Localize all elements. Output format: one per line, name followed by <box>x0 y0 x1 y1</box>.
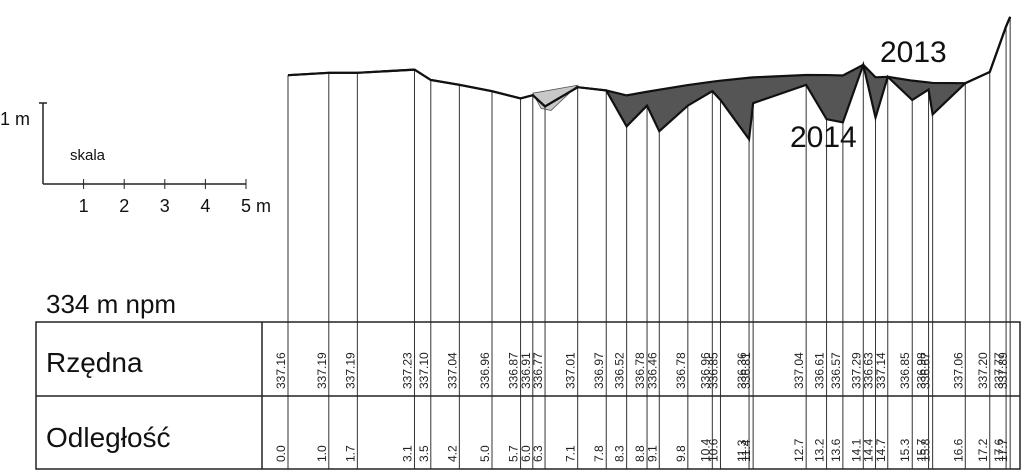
elevation-value: 337.10 <box>417 352 431 389</box>
distance-value: 4.2 <box>445 445 459 462</box>
elevation-value: 336.85 <box>706 352 720 389</box>
elevation-value: 336.78 <box>633 352 647 389</box>
elevation-value: 337.23 <box>400 352 414 389</box>
distance-value: 11.4 <box>739 439 753 462</box>
distance-value: 16.6 <box>951 438 965 462</box>
distance-value: 1.7 <box>343 445 357 462</box>
datum-label: 334 m npm <box>46 289 176 319</box>
distance-value: 8.8 <box>633 445 647 462</box>
elevation-value: 336.36 <box>735 352 749 389</box>
distance-value: 3.1 <box>400 445 414 462</box>
distance-value: 8.3 <box>613 445 627 462</box>
distance-value: 13.6 <box>829 438 843 462</box>
elevation-value: 337.06 <box>951 352 965 389</box>
data-table: Rzędna Odległość 337.16 0.0 337.19 1.0 337.1… <box>35 321 1021 470</box>
distance-value: 5.7 <box>507 445 521 462</box>
scale-bar: 1 2 3 4 5 m 1 m skala <box>0 102 271 216</box>
erosion-area <box>288 16 1011 140</box>
scale-tick-label: 2 <box>119 196 129 216</box>
elevation-value: 337.16 <box>274 352 288 389</box>
scale-vertical-label: 1 m <box>0 109 30 129</box>
elevation-value: 336.96 <box>478 352 492 389</box>
elevation-value: 336.57 <box>829 352 843 389</box>
scale-tick-label: 1 <box>79 196 89 216</box>
elevation-value: 337.89 <box>996 352 1010 389</box>
elevation-value: 336.61 <box>813 352 827 389</box>
scale-tick-label: 4 <box>200 196 210 216</box>
distance-value: 17.2 <box>976 438 990 462</box>
distance-value: 13.2 <box>813 438 827 462</box>
elevation-value: 336.96 <box>698 352 712 389</box>
elevation-value: 336.91 <box>519 352 533 389</box>
distance-value: 14.1 <box>849 438 863 462</box>
distance-value: 17.7 <box>996 438 1010 462</box>
row-label-elevation: Rzędna <box>46 347 143 378</box>
distance-value: 10.6 <box>706 438 720 462</box>
series-line-2014 <box>287 16 1012 143</box>
distance-value: 7.1 <box>564 445 578 462</box>
elevation-value: 337.01 <box>564 352 578 389</box>
scale-tick-label: 3 <box>160 196 170 216</box>
distance-value: 5.0 <box>478 445 492 462</box>
elevation-value: 336.52 <box>613 352 627 389</box>
distance-value: 15.3 <box>898 438 912 462</box>
elevation-value: 337.20 <box>976 352 990 389</box>
deposition-area <box>532 84 579 111</box>
distance-value: 7.8 <box>592 445 606 462</box>
elevation-value: 336.97 <box>592 352 606 389</box>
distance-value: 11.3 <box>735 439 749 462</box>
distance-value: 15.8 <box>919 438 933 462</box>
elevation-value: 336.85 <box>898 352 912 389</box>
distance-value: 14.4 <box>862 438 876 462</box>
elevation-value: 337.14 <box>874 352 888 389</box>
elevation-value: 336.67 <box>919 352 933 389</box>
scale-tick-label: 5 m <box>241 196 271 216</box>
elevation-value: 336.87 <box>507 352 521 389</box>
distance-value: 10.4 <box>698 438 712 462</box>
elevation-value: 336.63 <box>862 352 876 389</box>
elevation-value: 337.04 <box>445 352 459 389</box>
distance-value: 1.0 <box>315 445 329 462</box>
distance-value: 6.3 <box>531 445 545 462</box>
elevation-value: 337.77 <box>992 352 1006 389</box>
distance-value: 12.7 <box>792 438 806 462</box>
distance-value: 17.6 <box>992 438 1006 462</box>
distance-value: 0.0 <box>274 445 288 462</box>
distance-value: 3.5 <box>417 445 431 462</box>
elevation-value: 337.04 <box>792 352 806 389</box>
elevation-value: 337.19 <box>343 352 357 389</box>
elevation-value: 336.77 <box>531 352 545 389</box>
series-label-2014: 2014 <box>790 121 857 154</box>
elevation-value: 336.46 <box>645 352 659 389</box>
distance-value: 9.1 <box>645 445 659 462</box>
distance-value: 14.7 <box>874 438 888 462</box>
scale-title: skala <box>70 147 106 164</box>
elevation-value: 336.81 <box>739 352 753 389</box>
elevation-value: 337.29 <box>849 352 863 389</box>
distance-value: 9.8 <box>674 445 688 462</box>
distance-value: 15.7 <box>915 438 929 462</box>
elevation-value: 337.19 <box>315 352 329 389</box>
distance-value: 6.0 <box>519 445 533 462</box>
row-label-distance: Odległość <box>46 422 171 453</box>
series-label-2013: 2013 <box>880 36 947 69</box>
elevation-value: 336.98 <box>915 352 929 389</box>
elevation-value: 336.78 <box>674 352 688 389</box>
